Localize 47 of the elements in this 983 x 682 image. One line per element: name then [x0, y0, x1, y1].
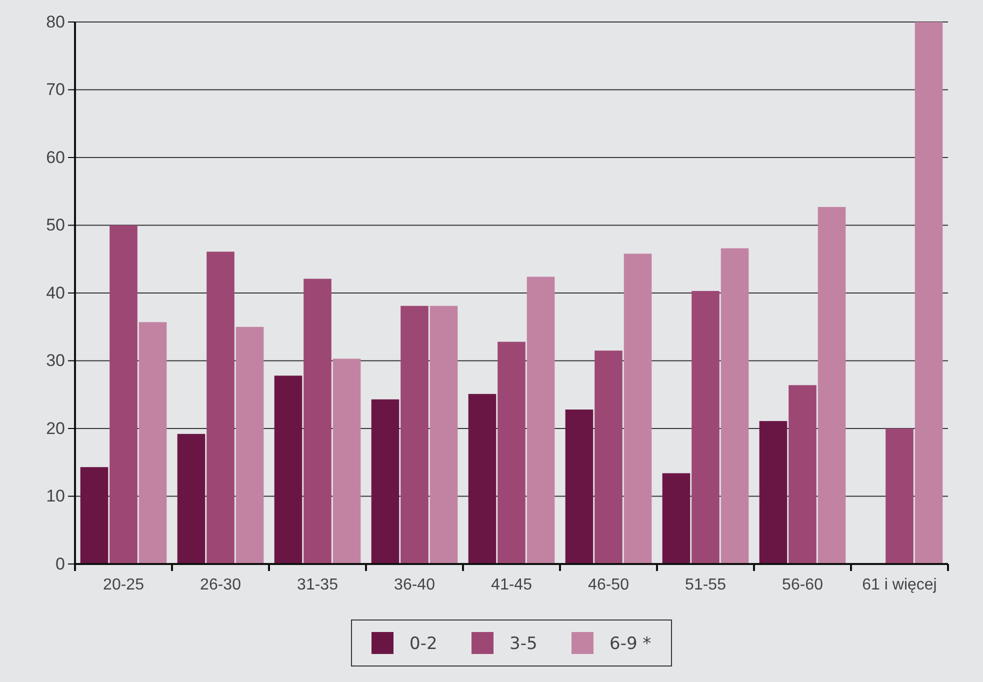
y-tick-label: 10 [46, 486, 65, 506]
x-tick-label: 56-60 [782, 576, 824, 594]
bar [304, 278, 332, 564]
x-tick-label: 36-40 [394, 576, 436, 594]
x-tick-label: 20-25 [103, 576, 144, 594]
bar [236, 326, 264, 564]
bar [371, 399, 400, 564]
bar [526, 276, 555, 564]
y-tick-label: 30 [46, 351, 65, 370]
bar [206, 252, 234, 564]
bar [430, 306, 458, 564]
bar [332, 358, 361, 564]
y-tick-label: 0 [56, 554, 65, 574]
y-tick-label: 60 [46, 148, 65, 167]
bar [498, 342, 526, 564]
bar [818, 206, 846, 564]
legend-label: 0-2 [410, 634, 438, 654]
y-tick-label: 20 [46, 418, 65, 438]
x-tick-label: 61 i więcej [862, 576, 937, 594]
bar [400, 306, 428, 564]
bar [886, 428, 914, 564]
bar [177, 434, 206, 564]
bar [788, 385, 816, 564]
bar [80, 467, 108, 564]
bar [720, 248, 749, 564]
y-tick-label: 40 [46, 283, 65, 302]
x-tick-label: 26-30 [200, 576, 242, 594]
x-tick-label: 46-50 [588, 576, 630, 594]
y-tick-label: 80 [46, 12, 65, 32]
x-tick-label: 41-45 [491, 576, 532, 594]
bar [759, 421, 788, 564]
x-tick-label: 51-55 [685, 576, 726, 594]
bar [468, 394, 496, 564]
bar [692, 290, 720, 564]
bar [914, 22, 943, 564]
bar [594, 350, 622, 564]
y-tick-label: 50 [46, 216, 65, 235]
legend-label: 6-9 * [610, 634, 652, 654]
bar [110, 225, 138, 564]
bar [565, 410, 594, 564]
y-tick-label: 70 [46, 80, 65, 100]
bar [662, 473, 690, 564]
x-tick-label: 31-35 [297, 576, 338, 594]
legend-label: 3-5 [510, 634, 538, 654]
bar [274, 376, 302, 564]
bar [624, 254, 652, 564]
bar [138, 322, 167, 564]
